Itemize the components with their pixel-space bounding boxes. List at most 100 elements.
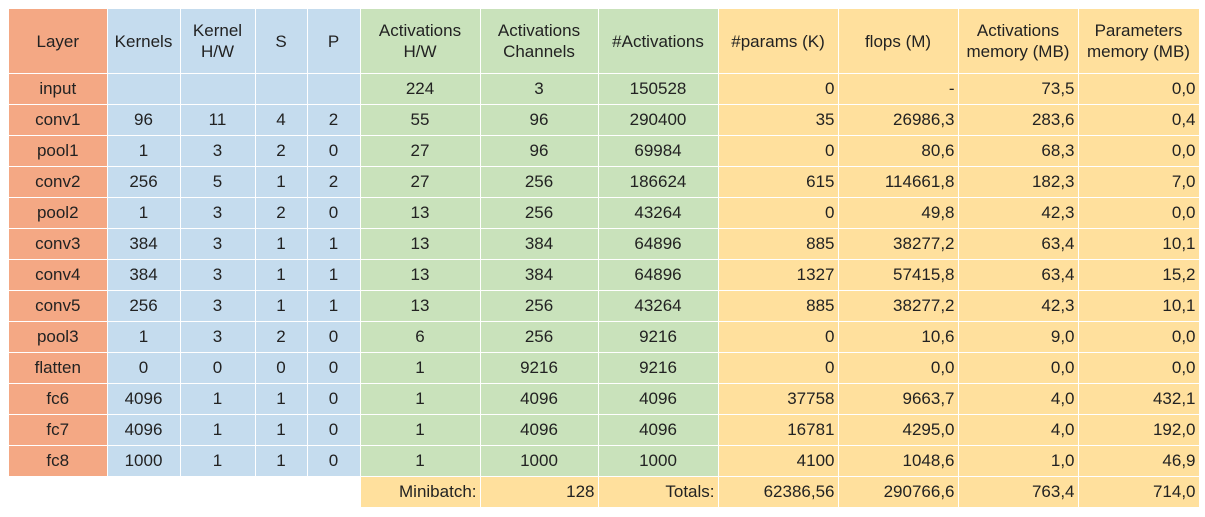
cell-activations: 150528: [598, 73, 719, 105]
column-header-line: flops (M): [864, 31, 932, 51]
cell-parameters-memory-mb: 0,0: [1078, 352, 1200, 384]
cell-kernel-h-w: 5: [180, 166, 256, 198]
cell-flops-m: 0,0: [838, 352, 959, 384]
table-row: conv1 96 11 4 2 55 96 290400 35 26986,3 283,6 0,4: [9, 104, 1200, 136]
total-flops: 290766,6: [838, 476, 959, 508]
cell-kernels: 1000: [107, 445, 181, 477]
cell-activations: 4096: [598, 414, 719, 446]
column-header-layer: Layer: [9, 9, 108, 74]
cell-parameters-memory-mb: 432,1: [1078, 383, 1200, 415]
cell-kernels: 384: [107, 259, 181, 291]
cell-parameters-memory-mb: 192,0: [1078, 414, 1200, 446]
cell-activations-h-w: 224: [360, 73, 481, 105]
cell-flops-m: 38277,2: [838, 228, 959, 260]
cell-params-k: 16781: [718, 414, 839, 446]
cell-kernel-h-w: [180, 73, 256, 105]
cell-layer: pool2: [9, 197, 108, 229]
cell-activations-channels: 9216: [480, 352, 599, 384]
cell-flops-m: 49,8: [838, 197, 959, 229]
cell-flops-m: 26986,3: [838, 104, 959, 136]
cell-kernel-h-w: 3: [180, 290, 256, 322]
cell-activations-h-w: 55: [360, 104, 481, 136]
cell-kernels: 4096: [107, 383, 181, 415]
cell-p: 2: [307, 166, 361, 198]
cell-layer: conv3: [9, 228, 108, 260]
cell-activations-h-w: 6: [360, 321, 481, 353]
cell-params-k: 0: [718, 73, 839, 105]
column-header-params-k: #params (K): [718, 9, 839, 74]
column-header-line: H/W: [200, 42, 235, 61]
column-header-line: memory (MB): [966, 42, 1070, 61]
cell-activations-memory-mb: 9,0: [958, 321, 1079, 353]
column-header-p: P: [307, 9, 361, 74]
cell-flops-m: 1048,6: [838, 445, 959, 477]
cell-p: 1: [307, 290, 361, 322]
cell-kernels: 256: [107, 290, 181, 322]
cell-s: 1: [255, 228, 308, 260]
column-header-line: Layer: [36, 31, 80, 51]
column-header-line: Parameters: [1094, 21, 1183, 40]
cell-layer: input: [9, 73, 108, 105]
cell-activations-h-w: 13: [360, 228, 481, 260]
cell-params-k: 4100: [718, 445, 839, 477]
cell-kernels: 384: [107, 228, 181, 260]
footer-spacer: [9, 476, 361, 508]
cell-s: 1: [255, 259, 308, 291]
cell-activations: 64896: [598, 259, 719, 291]
cell-activations: 43264: [598, 290, 719, 322]
cell-activations: 69984: [598, 135, 719, 167]
cell-activations-channels: 256: [480, 290, 599, 322]
cell-kernels: 96: [107, 104, 181, 136]
cell-activations: 9216: [598, 321, 719, 353]
cell-activations-memory-mb: 63,4: [958, 228, 1079, 260]
column-header-flops-m: flops (M): [838, 9, 959, 74]
cell-flops-m: 57415,8: [838, 259, 959, 291]
cell-s: 0: [255, 352, 308, 384]
cell-s: 1: [255, 290, 308, 322]
cell-flops-m: -: [838, 73, 959, 105]
cell-kernel-h-w: 0: [180, 352, 256, 384]
table-row: conv4 384 3 1 1 13 384 64896 1327 57415,8 63,4 15,2: [9, 259, 1200, 291]
column-header-line: P: [327, 31, 340, 51]
cell-layer: fc6: [9, 383, 108, 415]
cell-params-k: 885: [718, 228, 839, 260]
cell-layer: pool3: [9, 321, 108, 353]
cell-params-k: 615: [718, 166, 839, 198]
cell-parameters-memory-mb: 0,4: [1078, 104, 1200, 136]
cell-activations: 4096: [598, 383, 719, 415]
cell-activations: 186624: [598, 166, 719, 198]
cell-layer: fc8: [9, 445, 108, 477]
cell-layer: conv5: [9, 290, 108, 322]
cell-layer: conv4: [9, 259, 108, 291]
cell-kernel-h-w: 1: [180, 445, 256, 477]
cell-kernel-h-w: 3: [180, 197, 256, 229]
cell-activations-channels: 256: [480, 197, 599, 229]
cell-activations-h-w: 13: [360, 259, 481, 291]
cell-kernel-h-w: 1: [180, 383, 256, 415]
header-row: Layer Kernels Kernel H/W S P Activations H/W Act…: [9, 9, 1200, 74]
cell-params-k: 0: [718, 135, 839, 167]
cell-activations-channels: 96: [480, 104, 599, 136]
table-row: fc7 4096 1 1 0 1 4096 4096 16781 4295,0 4,0 192,0: [9, 414, 1200, 446]
cell-s: [255, 73, 308, 105]
cell-kernels: 0: [107, 352, 181, 384]
cell-params-k: 885: [718, 290, 839, 322]
column-header-s: S: [255, 9, 308, 74]
cell-s: 2: [255, 321, 308, 353]
cell-s: 1: [255, 445, 308, 477]
cell-kernels: 1: [107, 135, 181, 167]
cell-params-k: 37758: [718, 383, 839, 415]
cell-params-k: 35: [718, 104, 839, 136]
column-header-activations-memory-mb: Activations memory (MB): [958, 9, 1079, 74]
cell-activations-channels: 3: [480, 73, 599, 105]
cell-kernel-h-w: 3: [180, 321, 256, 353]
cell-activations-memory-mb: 182,3: [958, 166, 1079, 198]
cell-activations: 1000: [598, 445, 719, 477]
cell-p: 0: [307, 445, 361, 477]
column-header-activations: #Activations: [598, 9, 719, 74]
cell-layer: pool1: [9, 135, 108, 167]
cell-activations-memory-mb: 42,3: [958, 197, 1079, 229]
cell-s: 1: [255, 166, 308, 198]
cell-parameters-memory-mb: 10,1: [1078, 290, 1200, 322]
cell-p: 0: [307, 197, 361, 229]
